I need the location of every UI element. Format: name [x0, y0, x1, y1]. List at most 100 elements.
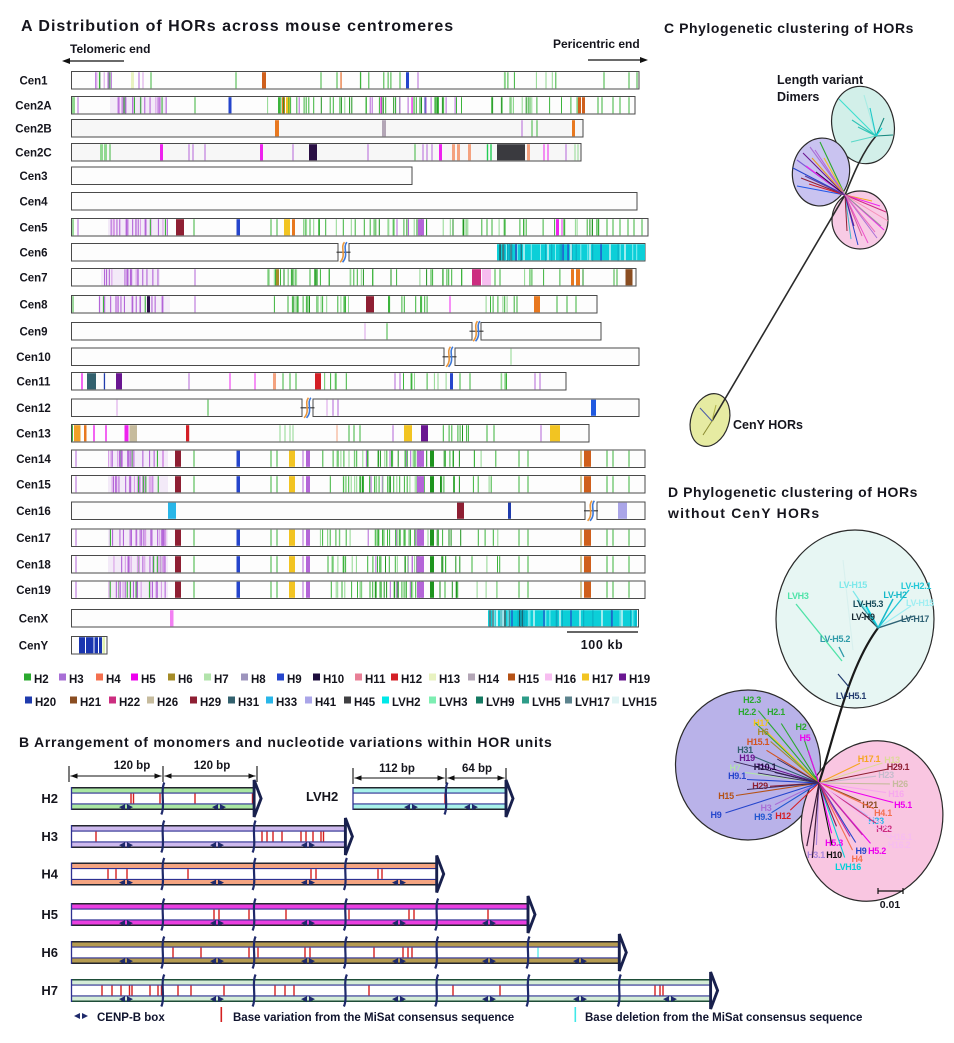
svg-text:Cen2C: Cen2C	[15, 148, 51, 160]
svg-text:H14: H14	[478, 674, 500, 686]
svg-text:CenY: CenY	[19, 641, 49, 653]
svg-text:100 kb: 100 kb	[581, 638, 624, 652]
svg-text:H9.3: H9.3	[754, 812, 772, 822]
svg-text:H4: H4	[106, 674, 121, 686]
svg-text:H17.1: H17.1	[858, 754, 881, 764]
svg-text:Cen1: Cen1	[19, 76, 48, 88]
svg-text:H15.1: H15.1	[747, 737, 770, 747]
svg-text:H6: H6	[758, 727, 769, 737]
svg-text:Length variant: Length variant	[777, 73, 864, 87]
svg-text:H4.1: H4.1	[874, 808, 892, 818]
svg-text:H12: H12	[401, 674, 422, 686]
svg-text:H2: H2	[41, 791, 58, 806]
svg-text:Cen7: Cen7	[19, 273, 47, 285]
svg-text:Cen2B: Cen2B	[15, 124, 51, 136]
svg-text:C Phylogenetic clustering of H: C Phylogenetic clustering of HORs	[664, 20, 914, 36]
svg-text:H5: H5	[800, 733, 811, 743]
svg-text:H17: H17	[592, 674, 613, 686]
svg-text:112 bp: 112 bp	[379, 763, 415, 775]
svg-text:H19: H19	[739, 753, 755, 763]
svg-text:H16.1: H16.1	[890, 832, 913, 842]
svg-text:H31: H31	[737, 745, 753, 755]
svg-text:H13: H13	[439, 674, 460, 686]
svg-text:LV-H2: LV-H2	[883, 590, 907, 600]
svg-text:H29.1: H29.1	[887, 762, 910, 772]
svg-text:H20: H20	[35, 697, 56, 709]
svg-text:LVH16: LVH16	[835, 862, 861, 872]
svg-text:LVH2: LVH2	[306, 789, 338, 804]
svg-text:H7: H7	[214, 674, 229, 686]
svg-text:CenX: CenX	[19, 614, 49, 626]
svg-text:H2: H2	[34, 674, 49, 686]
svg-text:Cen3: Cen3	[19, 171, 47, 183]
svg-text:H5: H5	[41, 907, 58, 922]
svg-text:H45: H45	[354, 697, 376, 709]
svg-text:H41: H41	[315, 697, 337, 709]
svg-text:H15: H15	[518, 674, 540, 686]
svg-text:H13: H13	[884, 755, 900, 765]
svg-text:Cen6: Cen6	[19, 248, 47, 260]
svg-text:H9.1: H9.1	[728, 771, 746, 781]
svg-text:Cen4: Cen4	[19, 197, 48, 209]
svg-text:LV-H9: LV-H9	[851, 612, 875, 622]
svg-text:Cen2A: Cen2A	[15, 101, 51, 113]
svg-text:H3: H3	[761, 803, 772, 813]
svg-text:H4: H4	[852, 854, 863, 864]
svg-text:H15: H15	[718, 791, 734, 801]
svg-text:LV-H15: LV-H15	[839, 580, 867, 590]
svg-text:D Phylogenetic clustering of H: D Phylogenetic clustering of HORs	[668, 484, 918, 500]
svg-text:H9: H9	[711, 810, 722, 820]
svg-text:Cen12: Cen12	[16, 403, 51, 415]
svg-text:H2: H2	[796, 722, 807, 732]
svg-text:H33: H33	[276, 697, 297, 709]
svg-text:Cen11: Cen11	[17, 377, 51, 389]
svg-text:LV-H2.1: LV-H2.1	[901, 581, 932, 591]
svg-text:LV-H5.3: LV-H5.3	[853, 599, 884, 609]
svg-text:H29: H29	[200, 697, 221, 709]
svg-text:120 bp: 120 bp	[194, 760, 230, 772]
svg-text:H8: H8	[251, 674, 266, 686]
svg-text:64 bp: 64 bp	[462, 763, 492, 775]
svg-text:LV-H5.1: LV-H5.1	[836, 691, 867, 701]
svg-text:LVH3: LVH3	[787, 591, 808, 601]
svg-text:A Distribution of HORs across: A Distribution of HORs across mouse cent…	[21, 18, 454, 35]
svg-text:H10: H10	[826, 850, 842, 860]
svg-text:H23: H23	[878, 770, 894, 780]
svg-text:Dimers: Dimers	[777, 90, 819, 104]
svg-text:Cen14: Cen14	[16, 454, 51, 466]
svg-text:H5.2: H5.2	[868, 846, 886, 856]
svg-text:H2.2: H2.2	[738, 707, 756, 717]
svg-text:LVH5: LVH5	[532, 697, 561, 709]
svg-text:0.01: 0.01	[880, 899, 901, 911]
svg-text:H29: H29	[752, 781, 768, 791]
svg-text:LVH3: LVH3	[439, 697, 468, 709]
svg-text:LVH2: LVH2	[392, 697, 421, 709]
svg-text:H22: H22	[876, 824, 892, 834]
svg-text:H26: H26	[892, 779, 908, 789]
svg-text:H21: H21	[80, 697, 102, 709]
svg-text:Telomeric end: Telomeric end	[70, 42, 150, 56]
svg-text:H22: H22	[119, 697, 140, 709]
svg-text:H9: H9	[856, 846, 867, 856]
svg-text:LV-H5.2: LV-H5.2	[820, 634, 851, 644]
svg-text:Cen9: Cen9	[19, 327, 47, 339]
svg-text:H7: H7	[730, 763, 741, 773]
svg-text:LV-H15: LV-H15	[906, 598, 934, 608]
svg-text:H10: H10	[323, 674, 344, 686]
svg-text:H3.1: H3.1	[807, 850, 825, 860]
svg-text:H11: H11	[365, 674, 386, 686]
svg-text:CenY HORs: CenY HORs	[733, 418, 803, 432]
svg-text:H7: H7	[41, 983, 58, 998]
svg-text:H12: H12	[775, 811, 791, 821]
svg-text:H26: H26	[157, 697, 178, 709]
svg-text:B Arrangement of monomers and: B Arrangement of monomers and nucleotide…	[19, 734, 553, 750]
svg-text:Cen8: Cen8	[19, 300, 48, 312]
svg-text:Cen10: Cen10	[16, 352, 51, 364]
svg-text:Cen5: Cen5	[19, 223, 48, 235]
svg-text:H3: H3	[41, 829, 58, 844]
svg-text:H16: H16	[888, 789, 904, 799]
svg-text:H2.3: H2.3	[743, 695, 761, 705]
svg-text:CENP-B box: CENP-B box	[97, 1012, 165, 1024]
svg-text:Base variation from the MiSat: Base variation from the MiSat consensus …	[233, 1012, 514, 1024]
svg-text:LVH9: LVH9	[486, 697, 515, 709]
